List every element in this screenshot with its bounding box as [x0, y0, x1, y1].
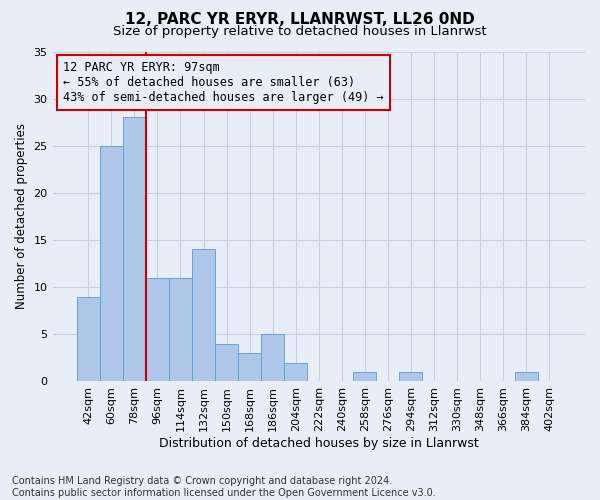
Bar [284, 362, 307, 382]
Bar [169, 278, 192, 382]
Text: Contains HM Land Registry data © Crown copyright and database right 2024.
Contai: Contains HM Land Registry data © Crown c… [12, 476, 436, 498]
Bar [515, 372, 538, 382]
Bar [77, 296, 100, 382]
Text: 12, PARC YR ERYR, LLANRWST, LL26 0ND: 12, PARC YR ERYR, LLANRWST, LL26 0ND [125, 12, 475, 28]
Bar [400, 372, 422, 382]
Bar [123, 118, 146, 382]
Bar [238, 353, 261, 382]
Text: 12 PARC YR ERYR: 97sqm
← 55% of detached houses are smaller (63)
43% of semi-det: 12 PARC YR ERYR: 97sqm ← 55% of detached… [63, 62, 384, 104]
Bar [100, 146, 123, 382]
Y-axis label: Number of detached properties: Number of detached properties [15, 124, 28, 310]
Bar [353, 372, 376, 382]
Text: Size of property relative to detached houses in Llanrwst: Size of property relative to detached ho… [113, 25, 487, 38]
Bar [261, 334, 284, 382]
X-axis label: Distribution of detached houses by size in Llanrwst: Distribution of detached houses by size … [159, 437, 479, 450]
Bar [146, 278, 169, 382]
Bar [215, 344, 238, 382]
Bar [192, 250, 215, 382]
